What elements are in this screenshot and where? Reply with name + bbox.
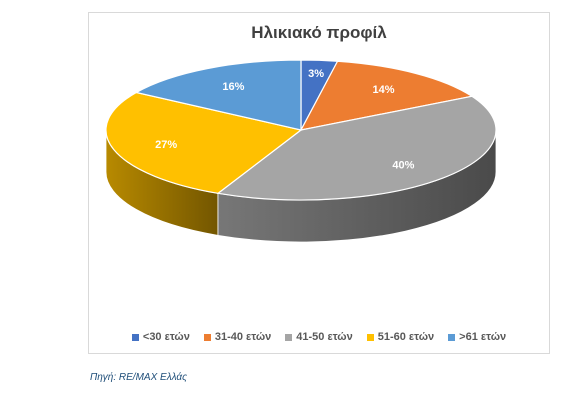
pie-slice-3 — [105, 91, 303, 194]
pie-slice-4 — [134, 59, 302, 131]
data-label-2: 40% — [392, 160, 414, 172]
chart-title: Ηλικιακό προφίλ — [251, 23, 387, 42]
legend-label-2: 41-50 ετών — [296, 331, 353, 343]
pie-slice-2 — [216, 95, 497, 201]
legend-item-4: >61 ετών — [448, 331, 506, 343]
chart-frame: Ηλικιακό προφίλ 3% 14% 40% 27% 16% <30 ετών 3… — [88, 12, 550, 354]
data-label-4: 16% — [222, 81, 244, 93]
legend-swatch-4 — [448, 333, 456, 341]
legend-item-1: 31-40 ετών — [203, 331, 272, 343]
legend-label-1: 31-40 ετών — [214, 331, 272, 343]
legend-item-3: 51-60 ετών — [366, 331, 435, 343]
data-label-1: 14% — [373, 84, 395, 96]
legend-item-0: <30 ετών — [131, 331, 190, 343]
pie-chart: 3% 14% 40% 27% 16% — [105, 59, 497, 243]
data-label-3: 27% — [155, 139, 177, 151]
legend-swatch-1 — [203, 333, 211, 341]
legend-label-0: <30 ετών — [142, 331, 190, 343]
legend-item-2: 41-50 ετών — [285, 331, 353, 343]
legend-swatch-0 — [131, 333, 139, 341]
legend-swatch-2 — [285, 333, 293, 341]
data-label-0: 3% — [308, 68, 324, 80]
legend: <30 ετών 31-40 ετών 41-50 ετών 51-60 ετών >6… — [89, 331, 549, 343]
legend-swatch-3 — [366, 333, 374, 341]
legend-label-4: >61 ετών — [459, 331, 507, 343]
pie-slice-1 — [299, 60, 474, 131]
source-note: Πηγή: RE/MAX Ελλάς — [90, 372, 187, 383]
legend-label-3: 51-60 ετών — [377, 331, 435, 343]
